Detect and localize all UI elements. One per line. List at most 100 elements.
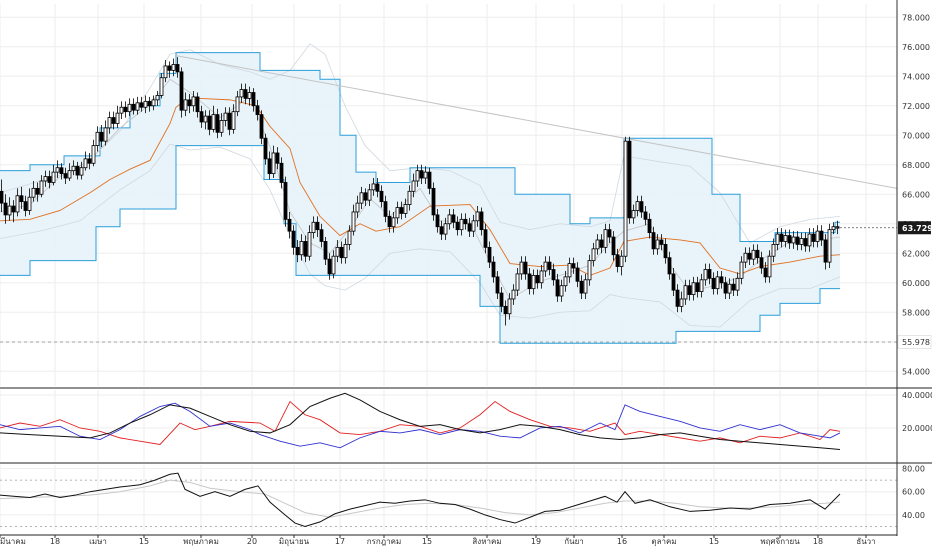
candle[interactable]	[803, 232, 808, 252]
candle[interactable]	[607, 223, 612, 243]
candle[interactable]	[667, 251, 672, 280]
candle[interactable]	[579, 275, 584, 299]
candle[interactable]	[327, 253, 332, 280]
plus-di-line[interactable]	[0, 402, 841, 449]
candle[interactable]	[419, 164, 424, 184]
candle[interactable]	[155, 91, 160, 106]
candle[interactable]	[283, 176, 288, 227]
candle[interactable]	[3, 194, 8, 224]
candle[interactable]	[671, 268, 676, 297]
candle[interactable]	[807, 228, 812, 252]
candle[interactable]	[715, 270, 720, 295]
candle[interactable]	[543, 256, 548, 277]
candle[interactable]	[823, 234, 828, 270]
candle[interactable]	[307, 225, 312, 261]
candle[interactable]	[199, 105, 204, 128]
candle[interactable]	[699, 273, 704, 298]
candle[interactable]	[639, 195, 644, 218]
candle[interactable]	[479, 207, 484, 236]
candle[interactable]	[527, 268, 532, 295]
candle[interactable]	[455, 216, 460, 236]
candle[interactable]	[387, 210, 392, 233]
candle[interactable]	[779, 228, 784, 248]
candle[interactable]	[263, 133, 268, 165]
candle[interactable]	[587, 254, 592, 286]
candle[interactable]	[207, 110, 212, 136]
candle[interactable]	[195, 92, 200, 118]
candle[interactable]	[167, 61, 172, 78]
candle[interactable]	[351, 204, 356, 236]
candle[interactable]	[79, 161, 84, 180]
candle[interactable]	[595, 234, 600, 255]
candle[interactable]	[459, 213, 464, 236]
candle[interactable]	[383, 195, 388, 223]
candle[interactable]	[755, 244, 760, 264]
candle[interactable]	[183, 92, 188, 117]
trendline[interactable]	[175, 55, 898, 189]
candle[interactable]	[767, 250, 772, 283]
candle[interactable]	[523, 256, 528, 280]
candle[interactable]	[147, 96, 152, 112]
candle[interactable]	[211, 105, 216, 133]
candle[interactable]	[55, 160, 60, 179]
candle[interactable]	[599, 234, 604, 254]
rsi-panel[interactable]	[0, 472, 897, 528]
candle[interactable]	[619, 250, 624, 276]
candle[interactable]	[655, 234, 660, 255]
candle[interactable]	[707, 263, 712, 285]
candle[interactable]	[239, 83, 244, 103]
candle[interactable]	[515, 268, 520, 297]
candle[interactable]	[647, 213, 652, 239]
candle[interactable]	[411, 173, 416, 198]
candle[interactable]	[175, 57, 180, 78]
candle[interactable]	[727, 278, 732, 299]
candle[interactable]	[267, 151, 272, 180]
candle[interactable]	[611, 231, 616, 261]
rsi-line[interactable]	[0, 472, 841, 528]
candle[interactable]	[427, 167, 432, 195]
candle[interactable]	[179, 67, 184, 118]
candle[interactable]	[379, 185, 384, 208]
candle[interactable]	[487, 241, 492, 269]
candle[interactable]	[287, 211, 292, 239]
minus-di-line[interactable]	[0, 400, 841, 445]
candle[interactable]	[551, 263, 556, 286]
candle[interactable]	[723, 276, 728, 299]
candle[interactable]	[359, 186, 364, 210]
candle[interactable]	[187, 93, 192, 114]
candle[interactable]	[475, 206, 480, 227]
candle[interactable]	[819, 225, 824, 246]
candle[interactable]	[791, 231, 796, 249]
candle[interactable]	[259, 110, 264, 145]
candle[interactable]	[335, 239, 340, 263]
candle[interactable]	[539, 265, 544, 289]
candle[interactable]	[115, 105, 120, 128]
candle[interactable]	[571, 257, 576, 274]
candle[interactable]	[535, 269, 540, 289]
candle[interactable]	[703, 263, 708, 286]
candle[interactable]	[775, 228, 780, 251]
candle[interactable]	[303, 235, 308, 263]
candle[interactable]	[35, 182, 40, 202]
candle[interactable]	[799, 232, 804, 251]
candle[interactable]	[395, 201, 400, 224]
candle[interactable]	[563, 270, 568, 292]
candle[interactable]	[163, 60, 168, 83]
candle[interactable]	[483, 223, 488, 254]
candle[interactable]	[675, 284, 680, 313]
last-price-badge[interactable]: 63.729	[898, 221, 932, 235]
candle[interactable]	[355, 195, 360, 218]
candle[interactable]	[519, 256, 524, 280]
candle[interactable]	[27, 188, 32, 215]
candle[interactable]	[787, 229, 792, 249]
candle[interactable]	[759, 251, 764, 274]
candle[interactable]	[159, 73, 164, 99]
candle[interactable]	[743, 247, 748, 269]
candle[interactable]	[623, 136, 628, 263]
candle[interactable]	[583, 273, 588, 299]
candle[interactable]	[171, 58, 176, 77]
candle[interactable]	[43, 170, 48, 187]
candle[interactable]	[559, 279, 564, 302]
candle[interactable]	[151, 95, 156, 111]
